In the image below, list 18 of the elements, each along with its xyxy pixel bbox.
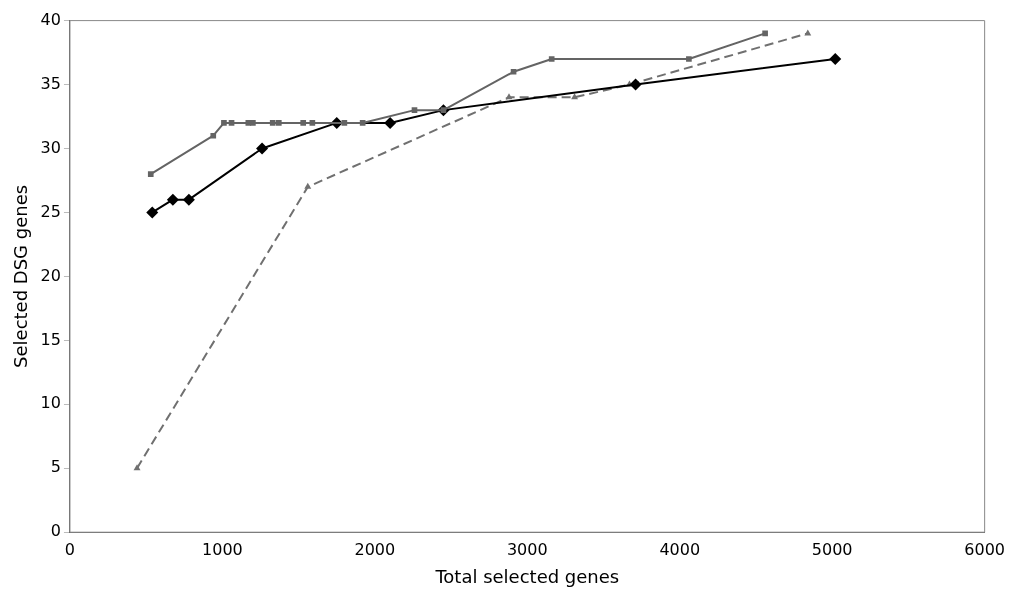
y-tick-label: 15 xyxy=(40,329,61,349)
x-tick-label: 0 xyxy=(64,539,76,559)
y-tick-label: 10 xyxy=(40,393,61,413)
x-tick-label: 6000 xyxy=(964,539,1005,559)
x-tick-label: 2000 xyxy=(354,539,396,559)
y-axis-title: Selected DSG genes xyxy=(10,184,32,368)
x-tick-label: 5000 xyxy=(811,539,853,559)
y-tick-label: 40 xyxy=(40,9,61,29)
y-tick-label: 25 xyxy=(40,201,61,221)
x-tick-label: 4000 xyxy=(659,539,701,559)
x-axis-title: Total selected genes xyxy=(434,565,620,587)
x-tick-label: 1000 xyxy=(202,539,243,559)
y-tick-label: 5 xyxy=(50,457,61,477)
y-tick-label: 35 xyxy=(40,73,61,93)
y-tick-label: 30 xyxy=(40,137,61,157)
x-tick-label: 3000 xyxy=(506,539,548,559)
y-tick-label: 0 xyxy=(50,521,61,541)
y-tick-label: 20 xyxy=(40,265,61,285)
